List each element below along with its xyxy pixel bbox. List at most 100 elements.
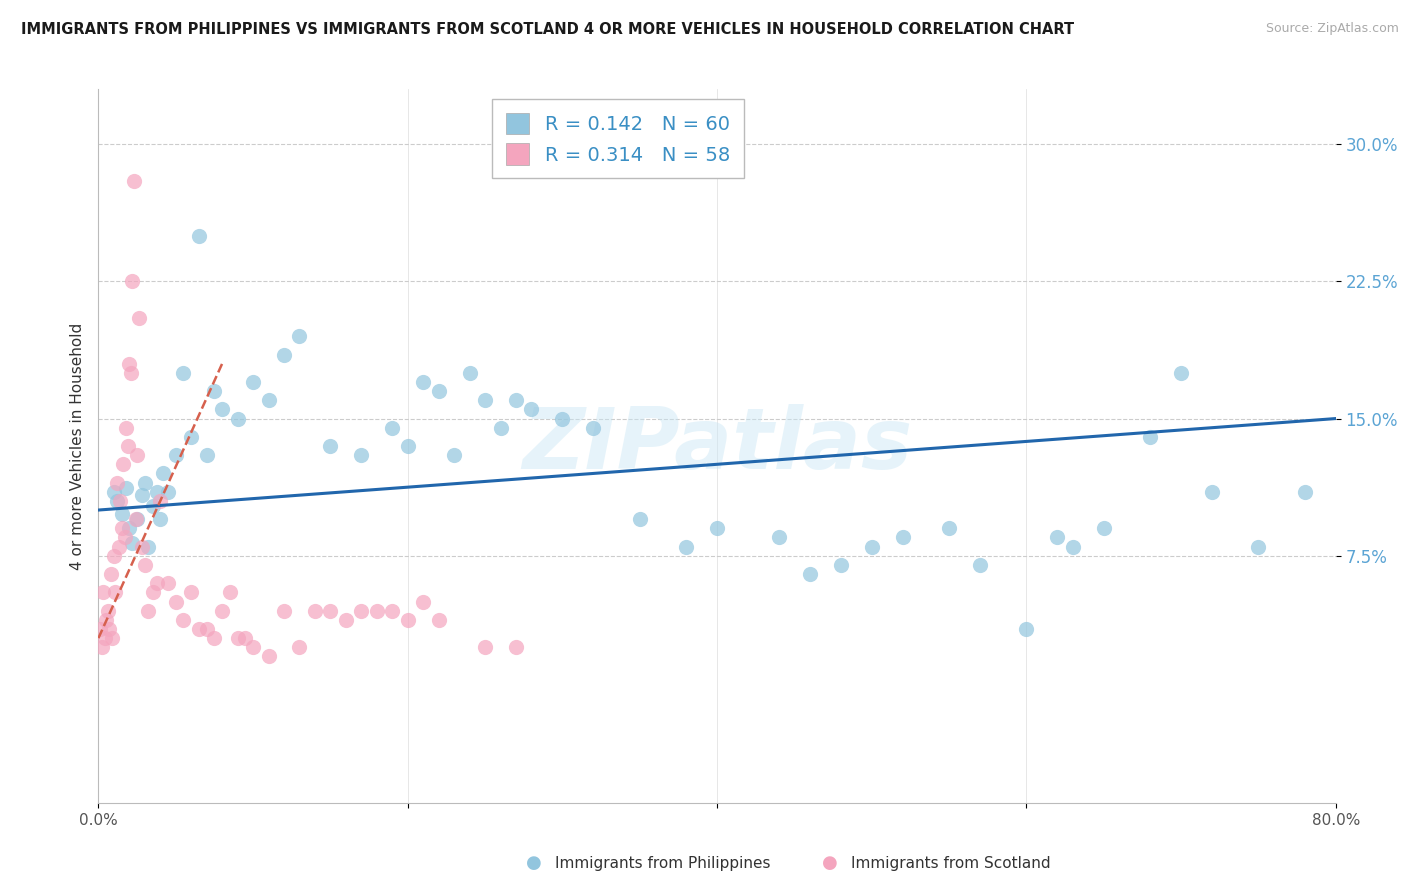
Point [114,531,136,545]
Point [91,585,114,599]
Point [120,366,142,380]
Point [1139,430,1161,444]
Point [98,622,121,636]
Point [768,531,790,545]
Point [107,540,129,554]
Point [165,448,187,462]
Point [172,366,194,380]
Point [124,512,146,526]
Point [288,640,311,655]
Point [350,448,373,462]
Point [860,540,883,554]
Point [96,613,118,627]
Point [1247,540,1270,554]
Point [396,613,419,627]
Point [105,475,128,490]
Point [134,475,156,490]
Point [204,384,226,398]
Point [89,622,111,636]
Y-axis label: 4 or more Vehicles in Household: 4 or more Vehicles in Household [69,322,84,570]
Text: Source: ZipAtlas.com: Source: ZipAtlas.com [1265,22,1399,36]
Text: IMMIGRANTS FROM PHILIPPINES VS IMMIGRANTS FROM SCOTLAND 4 OR MORE VEHICLES IN HO: IMMIGRANTS FROM PHILIPPINES VS IMMIGRANT… [21,22,1074,37]
Point [103,549,125,563]
Point [157,576,180,591]
Point [412,594,434,608]
Point [582,420,605,434]
Point [105,494,128,508]
Point [115,420,138,434]
Point [204,631,226,645]
Point [115,481,138,495]
Point [188,228,211,243]
Point [273,604,295,618]
Point [195,622,218,636]
Point [121,274,143,288]
Point [131,488,153,502]
Point [366,604,388,618]
Point [127,512,149,526]
Text: Immigrants from Philippines: Immigrants from Philippines [555,856,770,871]
Point [1294,484,1316,499]
Point [427,384,450,398]
Point [675,540,697,554]
Point [799,567,821,582]
Point [226,411,249,425]
Point [628,512,651,526]
Point [458,366,481,380]
Point [108,494,131,508]
Point [551,411,574,425]
Point [149,512,172,526]
Text: Immigrants from Scotland: Immigrants from Scotland [851,856,1050,871]
Point [474,640,496,655]
Point [319,604,342,618]
Point [257,649,280,664]
Point [146,576,169,591]
Text: ●: ● [821,855,838,872]
Point [127,448,149,462]
Point [350,604,373,618]
Point [1170,366,1192,380]
Point [97,604,120,618]
Point [101,631,124,645]
Point [381,604,404,618]
Point [121,536,143,550]
Point [412,375,434,389]
Point [235,631,257,645]
Point [1092,521,1115,535]
Point [242,640,264,655]
Point [489,420,512,434]
Point [103,484,125,499]
Point [505,393,527,408]
Point [242,375,264,389]
Point [219,585,242,599]
Point [273,347,295,361]
Point [180,430,202,444]
Point [149,494,172,508]
Point [288,329,311,343]
Point [257,393,280,408]
Point [195,448,218,462]
Point [141,585,165,599]
Point [90,640,112,655]
Point [111,507,132,521]
Point [891,531,914,545]
Point [128,310,150,325]
Point [188,622,211,636]
Point [226,631,249,645]
Text: ZIPatlas: ZIPatlas [522,404,912,488]
Point [157,484,180,499]
Point [118,357,141,371]
Point [136,540,159,554]
Point [93,631,115,645]
Point [146,484,169,499]
Point [172,613,194,627]
Point [938,521,960,535]
Point [117,439,139,453]
Point [396,439,419,453]
Point [474,393,496,408]
Point [131,540,153,554]
Point [706,521,728,535]
Point [118,521,141,535]
Point [152,467,174,481]
Point [104,585,127,599]
